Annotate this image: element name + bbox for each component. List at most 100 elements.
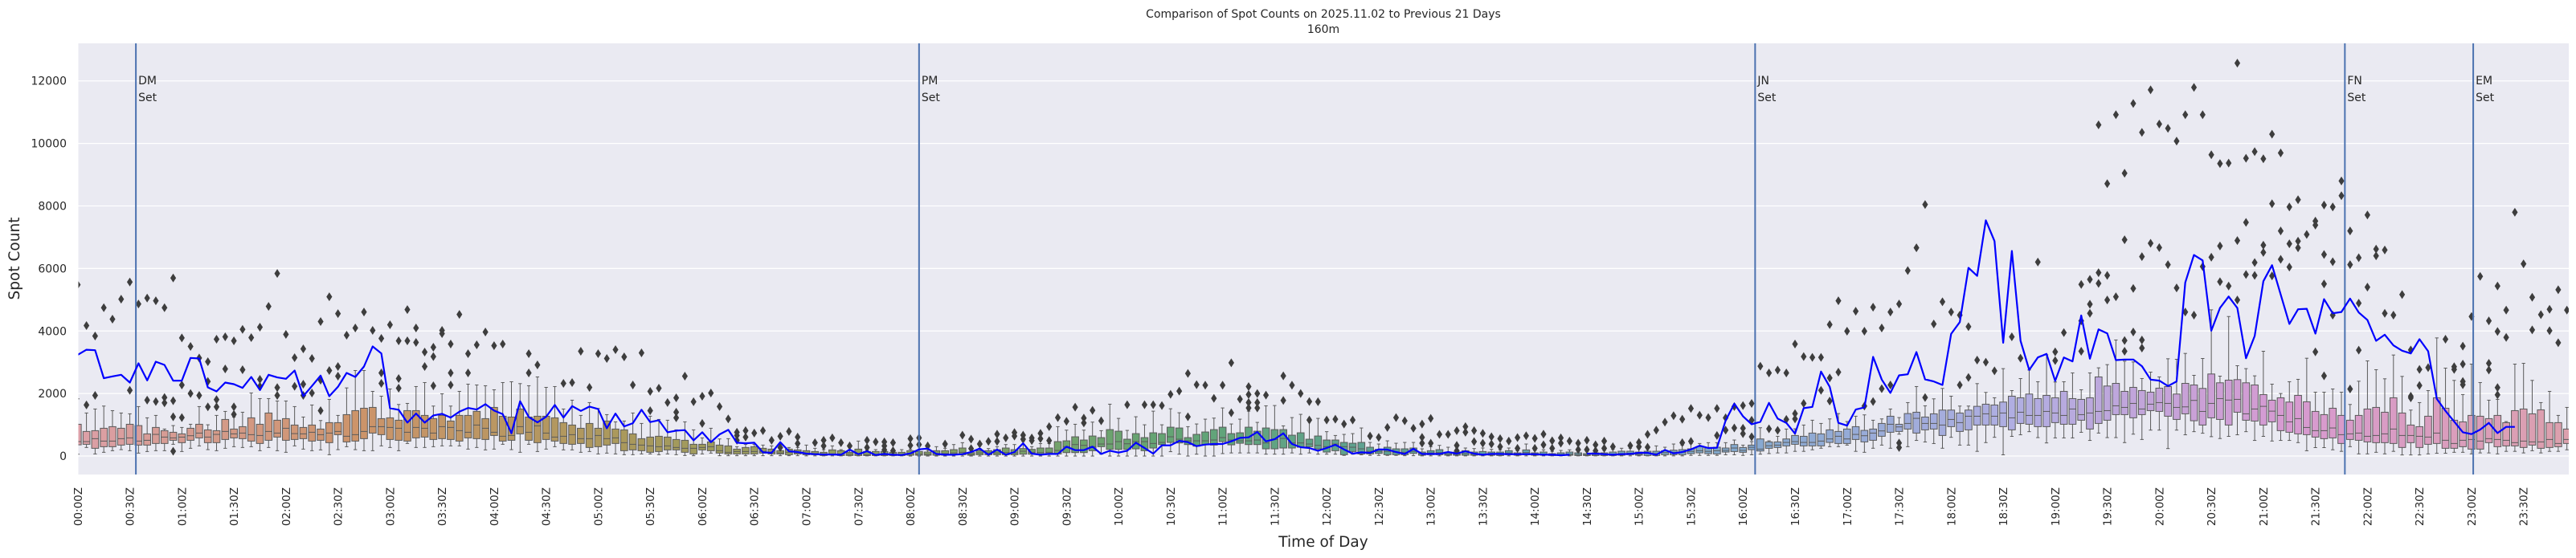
outlier-point (205, 356, 211, 366)
box-iqr (1158, 433, 1166, 446)
outlier-point (378, 334, 385, 344)
event-label-set: Set (922, 92, 941, 104)
outlier-point (1982, 357, 1989, 367)
outlier-point (83, 400, 90, 409)
outlier-point (2156, 120, 2162, 129)
box-117 (1088, 422, 1097, 457)
box-iqr (1296, 432, 1305, 448)
outlier-point (2018, 353, 2024, 363)
outlier-point (1766, 368, 1773, 377)
box-iqr (507, 416, 516, 441)
x-tick-label: 22:30Z (2414, 487, 2427, 526)
outlier-point (491, 341, 497, 351)
box-8 (143, 417, 151, 452)
box-49 (498, 381, 507, 445)
box-iqr (2389, 397, 2398, 444)
box-iqr (663, 436, 672, 450)
outlier-point (2087, 275, 2093, 284)
box-iqr (178, 433, 186, 443)
box-iqr (2008, 395, 2016, 430)
box-iqr (689, 443, 697, 454)
box-119 (1106, 403, 1114, 457)
outlier-point (1515, 443, 1521, 453)
outlier-point (1193, 380, 1200, 389)
outlier-point (2347, 384, 2353, 393)
outlier-point (239, 324, 246, 334)
box-21 (256, 397, 264, 451)
outlier-point (2096, 268, 2102, 278)
outlier-point (2096, 279, 2102, 288)
box-47 (481, 385, 489, 450)
outlier-point (2286, 239, 2292, 249)
outlier-point (994, 430, 1000, 439)
outlier-points (78, 59, 2569, 456)
box-iqr (2459, 421, 2467, 447)
outlier-point (959, 430, 966, 440)
box-iqr (655, 435, 663, 452)
outlier-point (1445, 430, 1451, 439)
box-234 (2103, 364, 2112, 438)
outlier-point (1523, 431, 1529, 441)
box-57 (568, 399, 576, 450)
outlier-point (2139, 344, 2145, 353)
outlier-point (2269, 271, 2275, 281)
outlier-point (647, 405, 653, 415)
box-iqr (1860, 430, 1869, 442)
outlier-point (222, 332, 228, 342)
outlier-point (1436, 430, 1443, 439)
box-140 (1288, 417, 1296, 454)
box-75 (724, 438, 733, 457)
outlier-point (413, 324, 419, 333)
box-243 (2181, 352, 2190, 436)
outlier-point (1419, 419, 1425, 429)
box-iqr (186, 427, 194, 441)
outlier-point (1566, 436, 1572, 446)
outlier-point (2269, 129, 2275, 139)
outlier-point (967, 434, 975, 444)
box-275 (2459, 393, 2467, 453)
box-iqr (2372, 406, 2381, 443)
outlier-point (1965, 322, 1972, 332)
x-tick-label: 20:30Z (2206, 487, 2218, 526)
box-128 (1184, 426, 1192, 457)
x-tick-label: 11:00Z (1217, 487, 1230, 526)
box-iqr (1080, 439, 1088, 454)
box-iqr (2363, 408, 2372, 442)
outlier-point (1740, 429, 1746, 438)
outlier-point (1471, 426, 1478, 435)
outlier-point (2121, 336, 2128, 345)
outlier-point (656, 383, 662, 393)
outlier-point (1020, 434, 1026, 444)
outlier-point (1245, 381, 1252, 391)
outlier-point (2243, 153, 2249, 163)
box-24 (282, 400, 290, 453)
outlier-point (1792, 340, 1798, 349)
box-246 (2207, 309, 2215, 438)
box-iqr (742, 446, 750, 454)
box-iqr (2354, 414, 2363, 441)
outlier-point (1315, 397, 1321, 406)
outlier-point (1835, 296, 1842, 306)
outlier-point (2009, 332, 2015, 342)
outlier-point (1887, 380, 1894, 389)
box-iqr (117, 427, 125, 446)
box-1 (82, 412, 91, 448)
box-167 (1522, 443, 1531, 457)
box-iqr (2025, 393, 2034, 425)
outlier-point (690, 397, 697, 406)
outlier-point (2390, 311, 2397, 320)
box-iqr (2224, 379, 2233, 426)
box-iqr (1739, 446, 1748, 453)
outlier-point (1184, 369, 1192, 378)
outlier-point (734, 435, 740, 445)
outlier-point (1479, 438, 1486, 448)
outlier-point (248, 333, 255, 343)
outlier-point (2121, 169, 2128, 178)
outlier-point (292, 353, 298, 363)
box-iqr (2276, 397, 2285, 431)
outlier-point (1931, 320, 1937, 329)
outlier-point (2364, 283, 2371, 292)
box-267 (2389, 354, 2398, 452)
x-tick-label: 15:30Z (1685, 487, 1698, 526)
